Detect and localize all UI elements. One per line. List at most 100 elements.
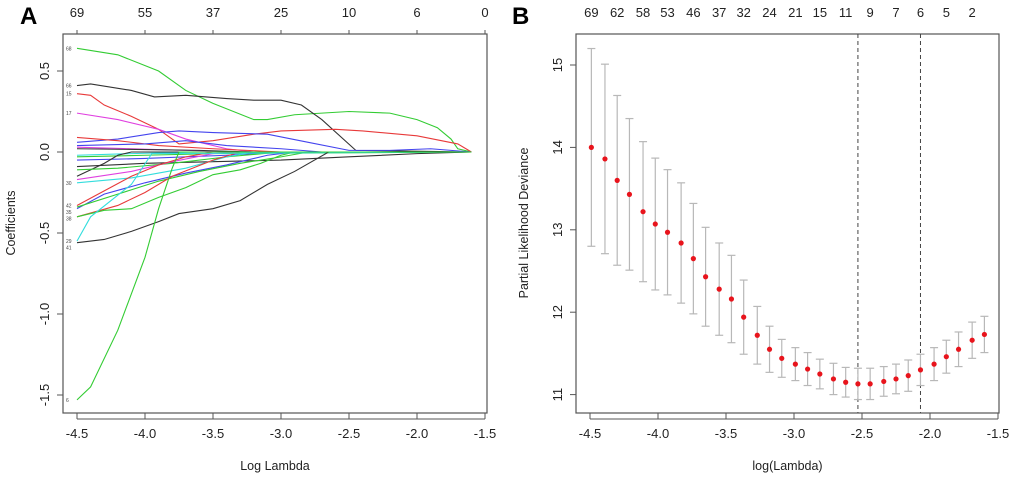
top-tick-label: 11 [839,5,853,20]
panel-A: A -4.5 -4.0 -3.5 -3.0 -2.5 -2.0 -1.5 -1.5 -1.0 -0.… [4,3,496,473]
coefficient-path [76,130,472,153]
deviance-point [943,354,949,360]
top-tick-label: 24 [762,5,776,20]
path-label: 38 [66,216,72,222]
deviance-point [678,240,684,246]
coefficient-path [76,83,472,153]
top-tick-label: 69 [70,5,84,20]
x-tick-label: -2.5 [851,426,873,441]
deviance-point [969,337,975,343]
plot-frame [62,33,488,414]
x-axis-title: Log Lambda [240,459,310,473]
deviance-point [881,378,887,385]
top-tick-label: 37 [206,5,220,20]
x-tick-label: -4.5 [579,426,601,441]
top-tick-label: 0 [481,5,488,20]
top-tick-label: 10 [342,5,356,20]
x-tick-label: -2.5 [338,426,360,441]
path-label: 35 [66,210,72,216]
coefficient-path [76,151,472,181]
deviance-point [626,191,633,197]
path-label: 42 [66,203,72,209]
y-tick-label: 0.5 [37,62,52,80]
y-tick-label: 15 [550,58,565,72]
top-tick-label: 25 [274,5,288,20]
path-label: 41 [66,246,72,252]
deviance-point [867,381,873,387]
panel-letter: B [512,3,529,30]
y-tick-label: -0.5 [37,222,52,244]
path-label: 66 [66,84,72,90]
x-tick-label: -3.5 [202,426,224,441]
top-tick-label: 69 [584,5,598,20]
coefficient-path [76,47,472,153]
deviance-point [602,156,608,162]
coefficient-path [76,151,472,242]
coefficient-path [76,151,472,244]
top-tick-label: 53 [660,5,674,20]
top-tick-label: 6 [917,5,924,20]
top-tick-label: 15 [813,5,827,20]
coefficient-path [76,151,472,218]
deviance-point [805,366,811,372]
path-label: 17 [66,111,72,117]
deviance-point [703,274,709,280]
x-tick-label: -3.0 [783,426,805,441]
x-tick-label: -4.0 [647,426,669,441]
deviance-point [664,229,671,235]
y-tick-label: 13 [550,223,565,237]
top-tick-label: 9 [867,5,874,20]
x-tick-label: -1.5 [987,426,1009,441]
deviance-point [766,346,773,352]
deviance-point [640,209,646,215]
y-axis-title: Partial Likelihood Deviance [517,148,531,299]
deviance-point [955,346,962,352]
x-tick-label: -3.0 [270,426,292,441]
deviance-point [652,221,658,227]
x-tick-label: -4.5 [66,426,88,441]
top-tick-label: 62 [610,5,624,20]
deviance-point [690,256,696,262]
deviance-point [728,296,735,302]
deviance-point [754,332,760,338]
coefficient-path [76,151,472,401]
panel-letter: A [20,3,37,30]
top-tick-label: 21 [788,5,802,20]
deviance-point [855,381,861,387]
top-tick-label: 55 [138,5,152,20]
deviance-point [779,355,785,361]
deviance-point [917,367,924,373]
top-tick-label: 2 [969,5,976,20]
deviance-point [614,177,620,183]
coefficient-path [76,93,472,153]
y-tick-label: 0.0 [37,143,52,161]
top-tick-label: 5 [943,5,950,20]
x-tick-label: -4.0 [134,426,156,441]
x-tick-label: -1.5 [474,426,496,441]
path-label: 29 [66,239,72,245]
top-tick-label: 46 [686,5,700,20]
x-tick-label: -2.0 [919,426,941,441]
deviance-point [830,376,837,382]
y-tick-label: -1.0 [37,303,52,325]
path-label: 68 [66,46,72,52]
plot-frame [575,33,1000,414]
path-label: 30 [66,181,72,187]
y-tick-label: 12 [550,305,565,319]
path-label: 15 [66,92,72,98]
y-tick-label: -1.5 [37,384,52,406]
top-tick-label: 32 [736,5,750,20]
deviance-point [843,379,849,385]
deviance-point [817,371,823,377]
top-tick-label: 7 [892,5,899,20]
top-tick-label: 58 [636,5,650,20]
x-tick-label: -3.5 [715,426,737,441]
x-tick-label: -2.0 [406,426,428,441]
panel-B: B -4.5 -4.0 -3.5 -3.0 -2.5 -2.0 -1.5 11 12 13 14 15 l… [512,3,1009,473]
x-axis-title: log(Lambda) [752,459,822,473]
top-tick-label: 37 [712,5,726,20]
y-axis-title: Coefficients [4,190,18,255]
deviance-point [716,286,722,292]
